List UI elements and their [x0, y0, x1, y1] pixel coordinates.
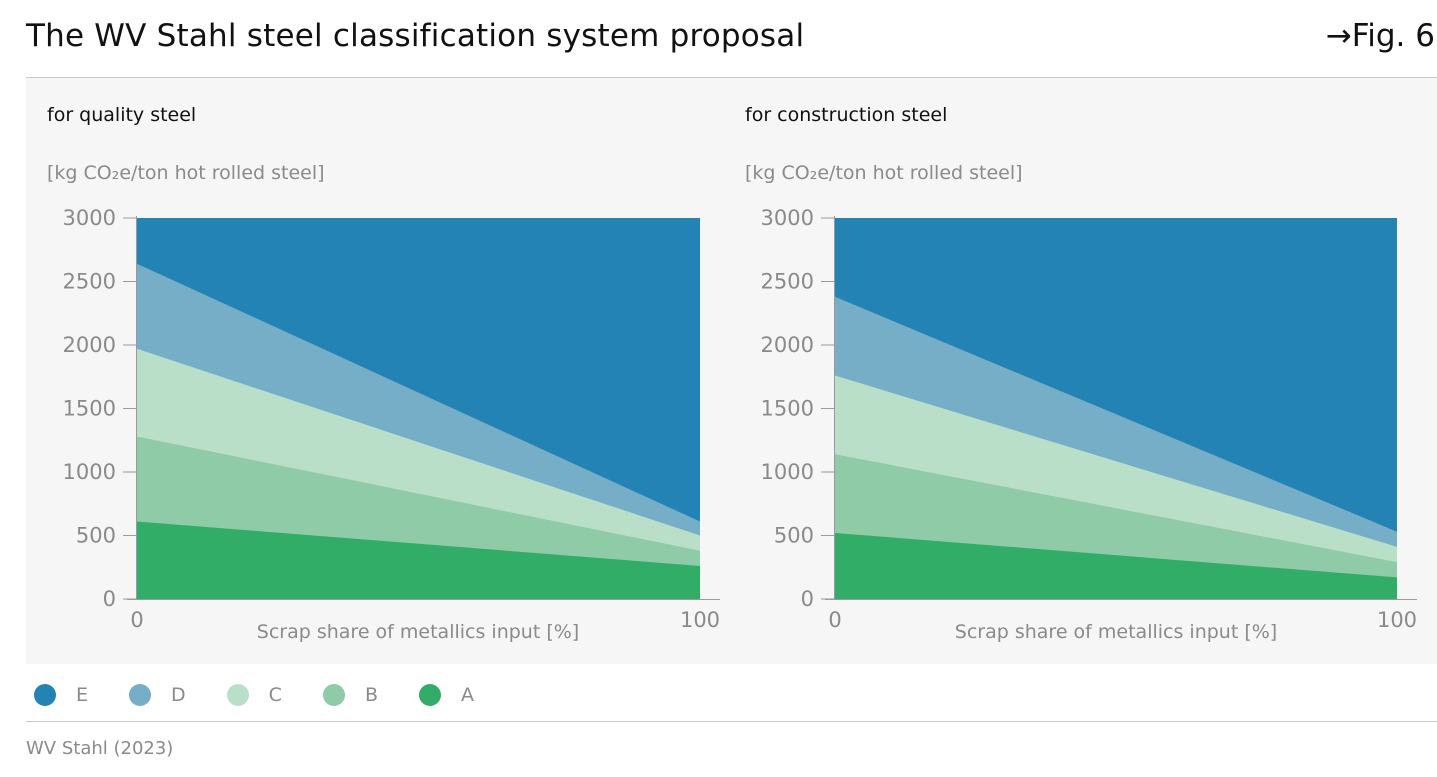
y-tick-label: 1000	[63, 460, 116, 484]
x-tick-label: 100	[1377, 608, 1417, 632]
legend-label: B	[364, 684, 378, 706]
legend-item-b: B	[322, 684, 378, 706]
area-band-a	[835, 532, 1397, 599]
x-tick-label: 0	[130, 608, 143, 632]
y-tick-label: 0	[801, 587, 814, 611]
x-tick-label: 0	[828, 608, 841, 632]
legend-item-a: A	[418, 684, 474, 706]
y-tick-label: 0	[103, 587, 116, 611]
x-axis-label: Scrap share of metallics input [%]	[257, 621, 579, 643]
y-tick-label: 500	[76, 524, 116, 548]
y-tick-label: 2000	[761, 333, 814, 357]
y-tick-label: 1000	[761, 460, 814, 484]
legend-label: A	[460, 684, 474, 706]
figure-reference: →Fig. 6	[1325, 18, 1435, 54]
top-divider	[26, 77, 1437, 78]
y-tick-label: 1500	[63, 397, 116, 421]
chart-subtitle: for construction steel	[745, 104, 947, 126]
y-tick-label: 3000	[63, 206, 116, 230]
legend-item-e: E	[34, 684, 88, 706]
y-tick-label: 2500	[63, 270, 116, 294]
chart-1: for quality steel [kg CO₂e/ton hot rolled…	[47, 104, 720, 643]
y-tick-label: 3000	[761, 206, 814, 230]
y-tick-label: 1500	[761, 397, 814, 421]
legend-item-c: C	[226, 684, 282, 706]
chart-subtitle: for quality steel	[47, 104, 196, 126]
page-title: The WV Stahl steel classification system…	[26, 18, 805, 54]
legend-swatch	[226, 684, 249, 706]
y-axis-unit-label: [kg CO₂e/ton hot rolled steel]	[745, 162, 1023, 184]
legend-swatch	[129, 684, 152, 706]
legend-label: C	[268, 684, 282, 706]
area-band-a	[137, 521, 700, 599]
y-tick-label: 500	[774, 524, 814, 548]
y-tick-label: 2000	[63, 333, 116, 357]
legend-swatch	[322, 684, 345, 706]
y-axis-unit-label: [kg CO₂e/ton hot rolled steel]	[47, 162, 325, 184]
source-note: WV Stahl (2023)	[26, 738, 174, 759]
legend-label: D	[171, 684, 186, 706]
chart-2: for construction steel [kg CO₂e/ton hot r…	[745, 104, 1417, 643]
legend-swatch	[34, 684, 56, 706]
y-tick-label: 2500	[761, 270, 814, 294]
x-axis-label: Scrap share of metallics input [%]	[955, 621, 1277, 643]
x-tick-label: 100	[680, 608, 720, 632]
legend-label: E	[76, 684, 89, 706]
legend-swatch	[418, 684, 441, 706]
bottom-divider	[26, 721, 1437, 722]
legend-item-d: D	[129, 684, 186, 706]
